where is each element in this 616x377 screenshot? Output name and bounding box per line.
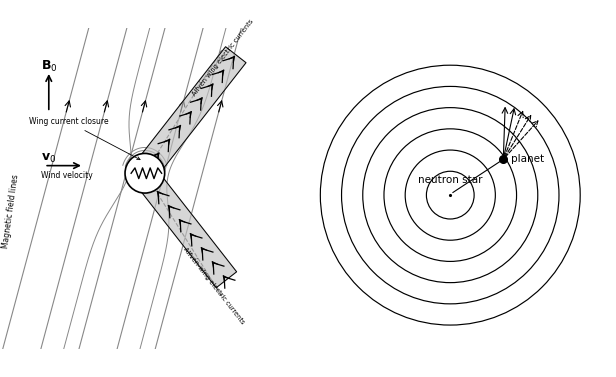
Text: neutron star: neutron star xyxy=(418,175,482,184)
Polygon shape xyxy=(139,173,237,288)
Text: Wind velocity: Wind velocity xyxy=(41,171,93,180)
Text: $\mathbf{B}_0$: $\mathbf{B}_0$ xyxy=(41,58,58,74)
Text: Magnetic field lines: Magnetic field lines xyxy=(1,174,20,249)
Text: $\mathbf{v}_0$: $\mathbf{v}_0$ xyxy=(41,152,57,165)
Circle shape xyxy=(125,153,164,193)
Polygon shape xyxy=(139,47,246,173)
Text: Alfvén wing electric currents: Alfvén wing electric currents xyxy=(191,17,255,97)
Text: planet: planet xyxy=(511,154,545,164)
Text: Alfvén-wing electric currents: Alfvén-wing electric currents xyxy=(182,246,247,326)
Text: Wing current closure: Wing current closure xyxy=(29,118,140,159)
